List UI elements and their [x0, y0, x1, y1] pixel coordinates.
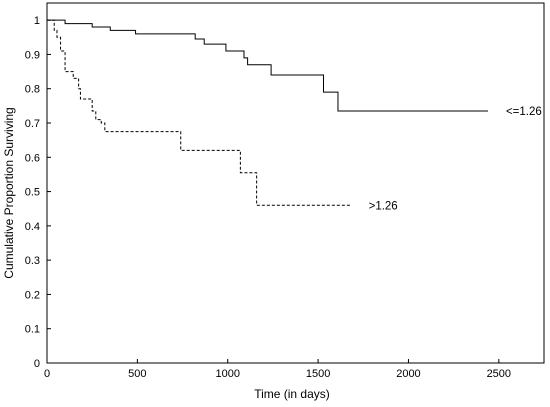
- y-tick-label: 0: [34, 358, 40, 370]
- y-tick-label: 0.7: [25, 118, 40, 130]
- x-axis-label: Time (in days): [254, 387, 330, 401]
- y-tick-label: 0.6: [25, 152, 40, 164]
- x-tick-label: 2000: [396, 368, 420, 380]
- y-tick-label: 1: [34, 15, 40, 27]
- x-tick-label: 500: [128, 368, 146, 380]
- series-line-0: [47, 19, 488, 112]
- x-tick-label: 1000: [215, 368, 239, 380]
- series-label-0: <=1.26: [506, 106, 542, 118]
- series-lines: <=1.26 >1.26: [47, 19, 542, 212]
- y-tick-label: 0.1: [25, 324, 40, 336]
- y-axis-label: Cumulative Proportion Surviving: [2, 107, 16, 278]
- y-tick-label: 0.8: [25, 84, 40, 96]
- series-line-1: [47, 19, 351, 206]
- y-tick-label: 0.2: [25, 289, 40, 301]
- series-label-1: >1.26: [369, 200, 398, 212]
- y-tick-label: 0.5: [25, 187, 40, 199]
- axes: 0 500 1000 1500 2000 2500 0 0.1 0.2 0.3 0.4 0.5 0.6 0…: [25, 2, 545, 380]
- x-tick-label: 2500: [487, 368, 511, 380]
- y-tick-label: 0.9: [25, 49, 40, 61]
- y-tick-label: 0.4: [25, 221, 40, 233]
- x-tick-label: 0: [44, 368, 50, 380]
- y-tick-label: 0.3: [25, 255, 40, 267]
- plot-frame: [46, 2, 545, 364]
- x-tick-label: 1500: [306, 368, 330, 380]
